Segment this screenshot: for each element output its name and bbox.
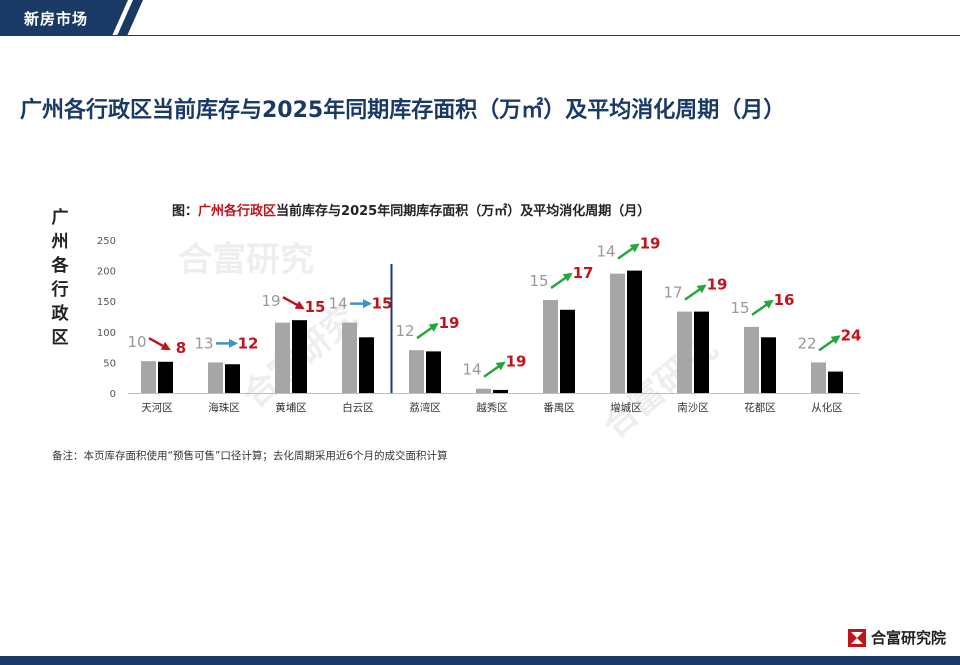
cycle-curr-label: 19 (707, 276, 728, 294)
trend-arrow-head (428, 323, 439, 332)
cycle-prev-label: 15 (529, 272, 548, 290)
cycle-prev-label: 14 (462, 361, 481, 379)
bar-curr-1 (225, 364, 240, 393)
bar-curr-5 (493, 389, 508, 393)
y-tick-label: 250 (97, 236, 116, 247)
x-tick-label: 花都区 (744, 401, 776, 414)
cycle-curr-label: 12 (238, 334, 259, 352)
brand-name: 合富研究院 (870, 629, 946, 647)
y-axis-label-char: 行 (51, 280, 69, 300)
cycle-prev-label: 17 (663, 284, 682, 302)
trend-arrow-head (763, 299, 774, 309)
x-tick-label: 增城区 (610, 401, 642, 414)
cycle-prev-label: 14 (328, 295, 347, 313)
x-tick-label: 南沙区 (677, 401, 709, 414)
trend-arrow-head (696, 284, 707, 294)
cycle-curr-label: 19 (439, 314, 460, 332)
y-axis-label-char: 各 (51, 256, 69, 276)
trend-arrow-head (363, 299, 372, 309)
trend-arrow-head (294, 300, 305, 310)
trend-arrow-head (562, 272, 573, 282)
cycle-curr-label: 15 (372, 295, 393, 313)
cycle-prev-label: 10 (127, 333, 146, 351)
bar-curr-9 (761, 337, 776, 393)
trend-arrow-head (229, 338, 238, 348)
y-tick-label: 200 (97, 267, 116, 278)
cycle-curr-label: 19 (640, 235, 661, 253)
cycle-prev-label: 15 (730, 299, 749, 317)
slide-title: 广州各行政区当前库存与2025年同期库存面积（万㎡）及平均消化周期（月） (20, 98, 786, 123)
brand: 合富研究院 (847, 627, 946, 648)
bar-prev-4 (409, 350, 424, 393)
cycle-curr-label: 16 (774, 291, 795, 309)
cycle-curr-label: 15 (305, 298, 326, 316)
y-axis-label-char: 区 (51, 328, 69, 348)
cycle-curr-label: 19 (506, 353, 527, 371)
bar-curr-8 (694, 311, 709, 393)
y-axis-label-char: 政 (51, 304, 69, 324)
x-tick-label: 荔湾区 (409, 401, 441, 414)
x-tick-label: 越秀区 (476, 401, 508, 414)
bar-curr-0 (158, 361, 173, 393)
x-tick-label: 黄埔区 (275, 401, 307, 414)
x-tick-label: 白云区 (342, 401, 374, 414)
cycle-prev-label: 14 (596, 243, 615, 261)
bar-prev-7 (610, 273, 625, 393)
bar-curr-2 (292, 320, 307, 393)
bottom-bar (0, 656, 960, 665)
cycle-prev-label: 13 (194, 334, 213, 352)
bar-prev-3 (342, 322, 357, 393)
trend-arrow-head (629, 243, 640, 253)
bar-curr-7 (627, 270, 642, 393)
chart-title-prefix: 图： (172, 204, 199, 219)
x-tick-label: 从化区 (811, 401, 843, 414)
cycle-curr-label: 17 (573, 264, 594, 282)
trend-arrow-head (160, 341, 171, 351)
cycle-prev-label: 19 (261, 292, 280, 310)
x-tick-label: 海珠区 (208, 401, 240, 414)
section-tab-label: 新房市场 (24, 10, 89, 28)
bar-curr-3 (359, 337, 374, 393)
bar-curr-10 (828, 371, 843, 393)
section-tab: 新房市场 (0, 0, 960, 36)
bar-prev-6 (543, 299, 558, 393)
x-tick-label: 天河区 (141, 402, 173, 414)
brand-logo-icon (847, 628, 866, 647)
cycle-curr-label: 24 (841, 326, 862, 344)
x-tick-label: 番禺区 (543, 402, 575, 414)
bar-prev-0 (141, 361, 156, 393)
bar-prev-9 (744, 326, 759, 393)
section-tab-shape (0, 0, 960, 36)
bar-curr-4 (426, 351, 441, 393)
bar-prev-2 (275, 322, 290, 393)
bar-prev-1 (208, 362, 223, 393)
y-tick-label: 0 (110, 389, 116, 400)
bar-prev-8 (677, 311, 692, 393)
y-axis-label-char: 州 (51, 232, 69, 252)
chart-title: 图：广州各行政区当前库存与2025年同期库存面积（万㎡）及平均消化周期（月） (172, 200, 650, 219)
cycle-prev-label: 12 (395, 322, 414, 340)
chart-title-highlight: 广州各行政区 (198, 204, 277, 219)
cycle-prev-label: 22 (797, 334, 816, 352)
y-tick-label: 50 (103, 358, 116, 369)
y-tick-label: 150 (97, 297, 116, 308)
y-axis-label: 广州各行政区 (48, 206, 72, 350)
trend-arrow-head (495, 361, 506, 371)
cycle-curr-label: 8 (176, 339, 186, 357)
bar-prev-5 (476, 388, 491, 393)
chart-title-rest: 当前库存与2025年同期库存面积（万㎡）及平均消化周期（月） (276, 204, 651, 219)
bar-prev-10 (811, 362, 826, 393)
y-tick-label: 100 (97, 328, 116, 339)
trend-arrow-head (830, 335, 841, 345)
footnote: 备注：本页库存面积使用“预售可售”口径计算；去化周期采用近6个月的成交面积计算 (52, 450, 448, 462)
y-axis-label-char: 广 (51, 208, 69, 228)
bar-curr-6 (560, 309, 575, 393)
